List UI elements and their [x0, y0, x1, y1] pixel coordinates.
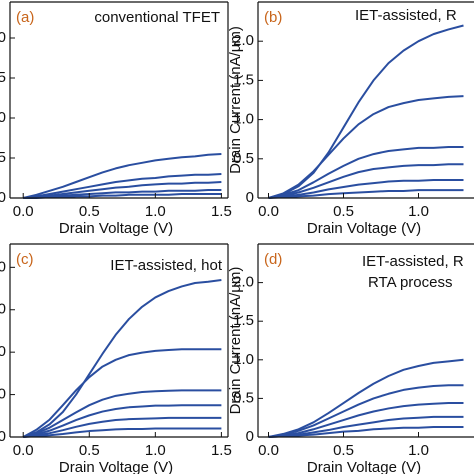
- y-tick-label: 0.5: [0, 149, 6, 166]
- curve: [23, 416, 222, 438]
- curve: [268, 402, 464, 438]
- x-tick-label: 0.5: [333, 442, 354, 459]
- curve: [268, 425, 464, 438]
- curve: [268, 358, 464, 438]
- panel-label: (a): [16, 9, 34, 26]
- annotation: RTA process: [368, 274, 452, 291]
- y-tick-label: 2.0: [233, 32, 254, 49]
- y-tick-label: 2.0: [233, 274, 254, 291]
- curve: [268, 163, 464, 199]
- annotation: conventional TFET: [94, 9, 220, 26]
- y-tick-label: 3.0: [0, 301, 6, 318]
- curve: [268, 146, 464, 199]
- y-tick-label: 1.5: [233, 312, 254, 329]
- x-axis-title: Drain Voltage (V): [307, 459, 421, 474]
- y-tick-label: 1.0: [0, 386, 6, 403]
- y-tick-label: 0.5: [233, 389, 254, 406]
- annotation: IET-assisted, R: [362, 253, 464, 270]
- x-tick-label: 1.0: [408, 442, 429, 459]
- x-tick-label: 0.0: [13, 203, 34, 220]
- y-tick-label: 0: [246, 189, 254, 206]
- y-tick-label: 1.0: [233, 351, 254, 368]
- x-tick-label: 0.0: [13, 442, 34, 459]
- x-axis-title: Drain Voltage (V): [59, 220, 173, 237]
- x-tick-label: 1.0: [145, 203, 166, 220]
- y-tick-label: 0: [0, 189, 6, 206]
- curve: [268, 178, 464, 199]
- curve: [22, 348, 222, 438]
- y-axis-title: Drain Current (nA/µm): [227, 267, 244, 415]
- x-axis-title: Drain Voltage (V): [59, 459, 173, 474]
- curve: [23, 189, 222, 199]
- x-tick-label: 0.0: [258, 442, 279, 459]
- x-tick-label: 0.0: [258, 203, 279, 220]
- y-tick-label: 2.0: [0, 29, 6, 46]
- panel-label: (d): [264, 251, 282, 268]
- y-tick-label: 1.5: [0, 69, 6, 86]
- curve: [22, 153, 222, 199]
- y-tick-label: 2.0: [0, 343, 6, 360]
- y-tick-label: 1.0: [0, 109, 6, 126]
- x-tick-label: 0.5: [333, 203, 354, 220]
- curve: [23, 173, 222, 199]
- x-tick-label: 1.0: [145, 442, 166, 459]
- curve: [268, 415, 464, 438]
- curve: [268, 95, 464, 199]
- curve: [268, 24, 464, 199]
- x-tick-label: 0.5: [79, 203, 100, 220]
- y-tick-label: 0: [0, 428, 6, 445]
- curve: [23, 193, 222, 199]
- y-tick-label: 1.0: [233, 111, 254, 128]
- curve: [268, 384, 464, 438]
- x-tick-label: 1.5: [211, 203, 232, 220]
- y-tick-label: 4.0: [0, 258, 6, 275]
- y-tick-label: 1.5: [233, 71, 254, 88]
- x-tick-label: 1.5: [211, 442, 232, 459]
- x-axis-title: Drain Voltage (V): [307, 220, 421, 237]
- y-tick-label: 0: [246, 428, 254, 445]
- x-tick-label: 1.0: [408, 203, 429, 220]
- curve: [23, 427, 222, 438]
- curve: [268, 189, 464, 199]
- annotation: IET-assisted, hot: [110, 257, 223, 274]
- curve: [23, 181, 222, 199]
- x-tick-label: 0.5: [79, 442, 100, 459]
- panel-label: (c): [16, 251, 34, 268]
- curve: [22, 279, 222, 438]
- curve: [22, 389, 222, 438]
- annotation: IET-assisted, R: [355, 7, 457, 24]
- y-axis-title: Drain Current (nA/µm): [227, 26, 244, 174]
- panel-label: (b): [264, 9, 282, 26]
- y-tick-label: 0.5: [233, 150, 254, 167]
- curve: [23, 404, 222, 438]
